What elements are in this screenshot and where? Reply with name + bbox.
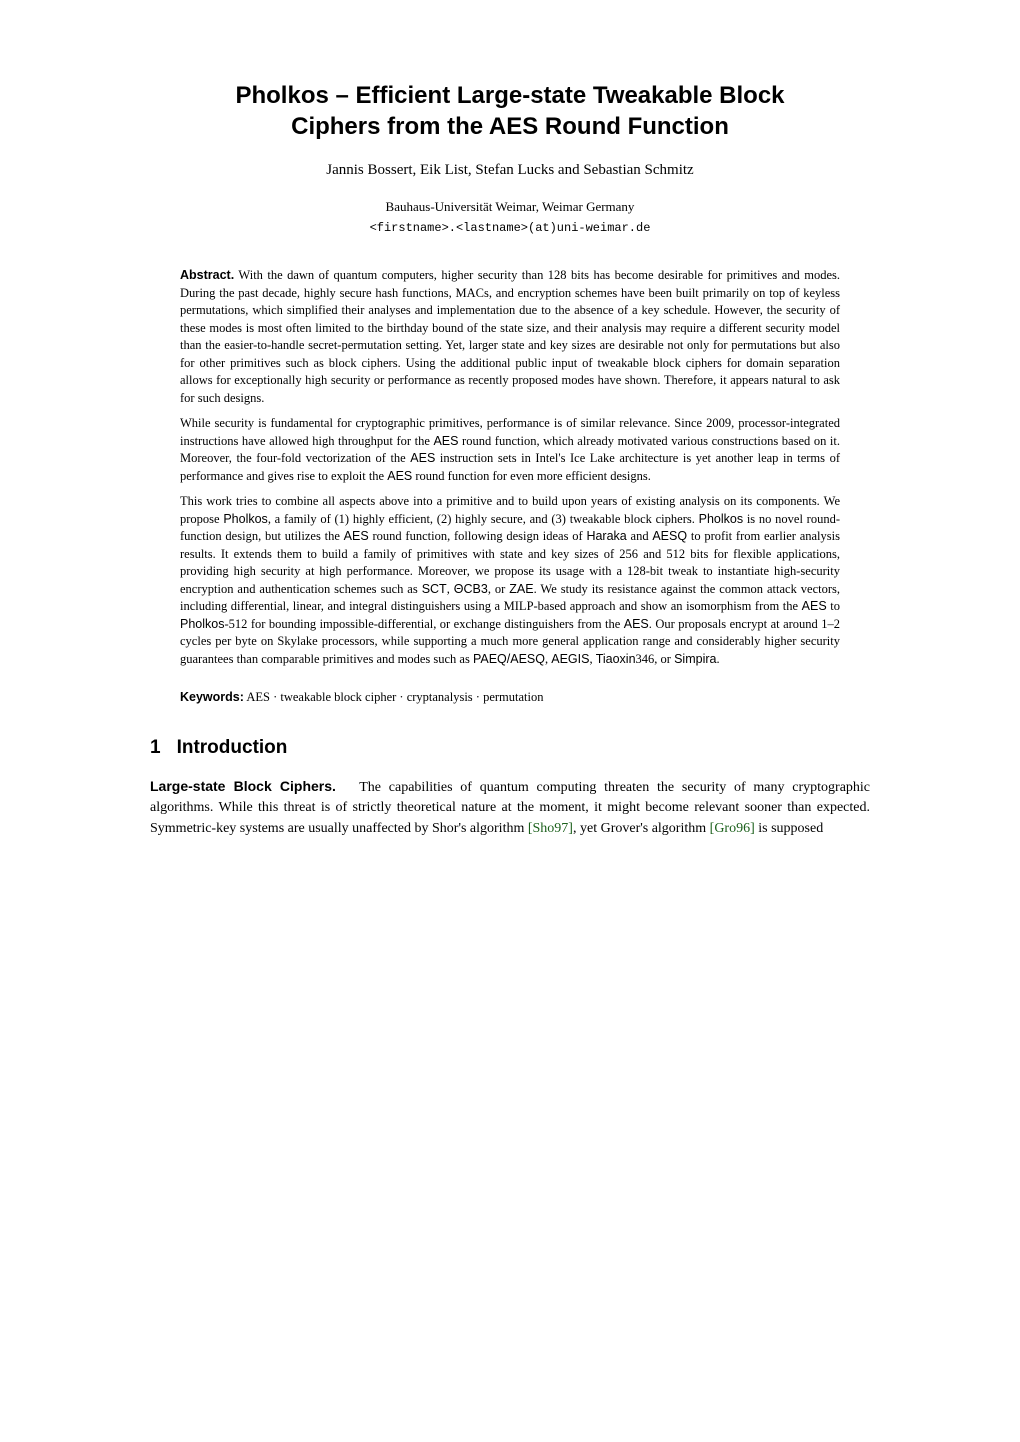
zae-ref: ZAE [509,582,533,596]
aesq-ref: AESQ [652,529,687,543]
authors: Jannis Bossert, Eik List, Stefan Lucks a… [150,160,870,182]
section-1-heading: 1 Introduction [150,734,870,762]
citation-sho97[interactable]: [Sho97] [528,821,573,836]
tiaoxin-ref: Tiaoxin [596,652,636,666]
keywords-text: AES · tweakable block cipher · cryptanal… [246,690,543,704]
aegis-ref: AEGIS [551,652,589,666]
title-line-1: Pholkos – Efficient Large-state Tweakabl… [235,82,784,109]
sct-ref: SCT [422,582,447,596]
title-line-2: Ciphers from the AES Round Function [291,113,729,140]
section-1-num: 1 [150,737,161,758]
haraka-ref: Haraka [586,529,626,543]
abstract-p2d: round function for even more efficient d… [412,469,651,483]
aes-ref: AES [410,451,435,465]
keywords-label: Keywords: [180,690,244,704]
citation-gro96[interactable]: [Gro96] [710,821,755,836]
abstract-label: Abstract. [180,268,234,282]
abstract-p3e: and [627,529,653,543]
para1-c: is supposed [755,821,823,836]
abstract-p3b: , a family of (1) highly efficient, (2) … [268,512,699,526]
ocb3-ref: ΘCB3 [454,582,488,596]
abstract-p3p: . [716,652,719,666]
aes-ref: AES [387,469,412,483]
abstract-p3k: -512 for bounding impossible-differentia… [224,617,623,631]
affiliation: Bauhaus-Universität Weimar, Weimar Germa… [150,198,870,217]
aes-ref: AES [344,529,369,543]
aes-ref: AES [433,434,458,448]
intro-paragraph-1: Large-state Block Ciphers. The capabilit… [150,776,870,839]
simpira-ref: Simpira [674,652,716,666]
aes-ref: AES [624,617,649,631]
para1-b: , yet Grover's algorithm [573,821,710,836]
section-1-title: Introduction [177,737,288,758]
aes-ref: AES [802,599,827,613]
abstract-p3h: , or [488,582,509,596]
abstract-p1: With the dawn of quantum computers, high… [180,268,840,405]
pholkos-ref: Pholkos [180,617,224,631]
abstract-p3d: round function, following design ideas o… [369,529,587,543]
email: <firstname>.<lastname>(at)uni-weimar.de [150,220,870,237]
pholkos-ref: Pholkos [223,512,267,526]
abstract-p3o: 346, or [636,652,675,666]
keywords: Keywords: AES · tweakable block cipher ·… [180,688,840,706]
pholkos-ref: Pholkos [699,512,743,526]
paeq-aesq-ref: PAEQ/AESQ [473,652,545,666]
abstract-p3g: , [447,582,454,596]
paper-title: Pholkos – Efficient Large-state Tweakabl… [150,80,870,142]
para-runin: Large-state Block Ciphers. [150,778,336,794]
abstract: Abstract. With the dawn of quantum compu… [180,267,840,668]
abstract-p3j: to [827,599,840,613]
